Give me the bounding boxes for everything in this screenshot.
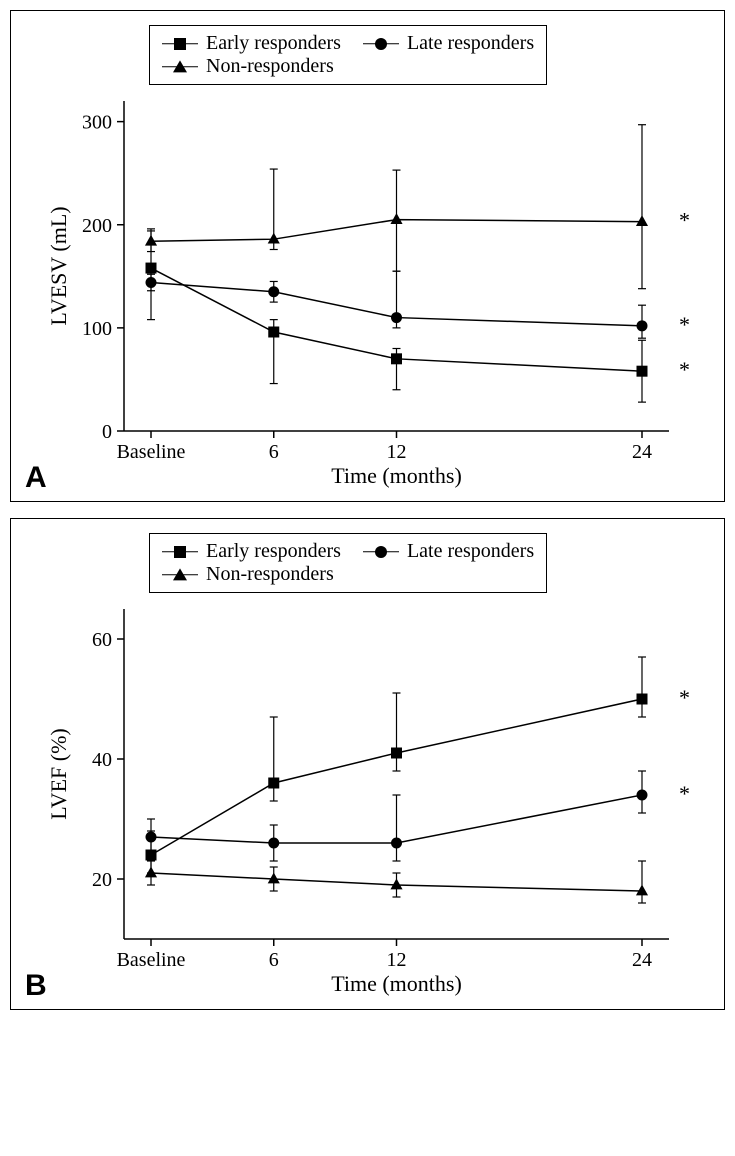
svg-text:*: * (679, 208, 690, 233)
legend-item-early-a: Early responders (162, 32, 341, 55)
triangle-icon (162, 568, 198, 582)
svg-text:6: 6 (269, 949, 279, 971)
svg-text:300: 300 (82, 112, 112, 134)
legend-label: Non-responders (206, 563, 334, 586)
svg-text:12: 12 (387, 441, 407, 463)
legend-label: Early responders (206, 32, 341, 55)
legend-item-non-b: Non-responders (162, 563, 334, 586)
svg-text:40: 40 (92, 749, 112, 771)
panel-a: Early responders Late responders Non-res… (10, 10, 725, 502)
legend-item-early-b: Early responders (162, 540, 341, 563)
svg-text:LVESV (mL): LVESV (mL) (46, 206, 71, 325)
svg-text:100: 100 (82, 318, 112, 340)
svg-text:24: 24 (632, 949, 652, 971)
svg-text:Time (months): Time (months) (331, 463, 462, 488)
svg-text:*: * (679, 685, 690, 710)
svg-text:*: * (679, 312, 690, 337)
svg-text:0: 0 (102, 421, 112, 443)
svg-text:*: * (679, 357, 690, 382)
svg-text:Baseline: Baseline (117, 441, 186, 463)
legend-label: Early responders (206, 540, 341, 563)
triangle-icon (162, 60, 198, 74)
circle-icon (363, 37, 399, 51)
legend-item-late-a: Late responders (363, 32, 534, 55)
panel-b: Early responders Late responders Non-res… (10, 518, 725, 1010)
legend-item-non-a: Non-responders (162, 55, 334, 78)
legend-label: Late responders (407, 540, 534, 563)
svg-text:200: 200 (82, 215, 112, 237)
panel-label-b: B (25, 969, 47, 1003)
circle-icon (363, 545, 399, 559)
svg-text:12: 12 (387, 949, 407, 971)
svg-text:60: 60 (92, 629, 112, 651)
legend-item-late-b: Late responders (363, 540, 534, 563)
legend-box-a: Early responders Late responders Non-res… (149, 25, 547, 85)
panel-label-a: A (25, 461, 47, 495)
legend-label: Late responders (407, 32, 534, 55)
svg-text:Time (months): Time (months) (331, 971, 462, 996)
svg-text:LVEF (%): LVEF (%) (46, 728, 71, 819)
legend-label: Non-responders (206, 55, 334, 78)
chart-a: 0 100 200 300 Baseline 6 12 24 LVESV (mL) Time (m… (29, 91, 709, 491)
svg-text:6: 6 (269, 441, 279, 463)
legend-box-b: Early responders Late responders Non-res… (149, 533, 547, 593)
svg-text:Baseline: Baseline (117, 949, 186, 971)
square-icon (162, 545, 198, 559)
svg-text:*: * (679, 781, 690, 806)
square-icon (162, 37, 198, 51)
svg-text:24: 24 (632, 441, 652, 463)
svg-text:20: 20 (92, 869, 112, 891)
chart-b: 20 40 60 Baseline 6 12 24 LVEF (%) Time (months)… (29, 599, 709, 999)
